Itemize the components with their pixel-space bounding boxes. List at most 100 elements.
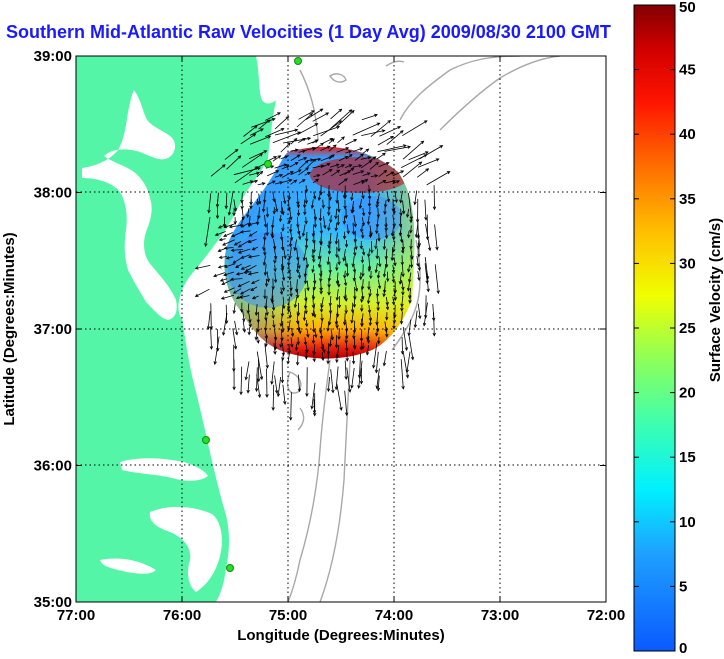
velocity-arrow xyxy=(329,191,331,201)
velocity-arrowhead xyxy=(337,283,341,288)
velocity-arrow xyxy=(234,320,238,335)
velocity-arrow xyxy=(330,109,352,129)
velocity-arrow xyxy=(233,303,236,314)
velocity-arrowhead xyxy=(317,197,322,201)
velocity-arrowhead xyxy=(343,282,348,287)
velocity-arrow xyxy=(221,294,235,300)
velocity-arrowhead xyxy=(367,266,372,271)
velocity-arrow xyxy=(305,345,308,353)
velocity-arrowhead xyxy=(392,325,396,330)
velocity-arrow xyxy=(282,191,286,204)
velocity-arrowhead xyxy=(233,242,238,246)
velocity-arrow xyxy=(327,256,330,265)
velocity-arrowhead xyxy=(383,169,388,174)
velocity-arrowhead xyxy=(304,323,309,328)
velocity-arrow xyxy=(344,278,347,286)
velocity-arrow xyxy=(359,198,362,209)
velocity-arrowhead xyxy=(319,329,323,334)
colorbar-tick-labels: 0 5 10 15 20 25 30 35 40 45 50 xyxy=(679,0,696,657)
velocity-arrowhead xyxy=(217,248,222,252)
velocity-arrow xyxy=(296,279,298,293)
velocity-arrow xyxy=(264,343,268,368)
velocity-arrow xyxy=(320,303,322,312)
velocity-arrow xyxy=(402,352,409,378)
velocity-arrow xyxy=(408,192,412,220)
velocity-arrow xyxy=(408,264,410,272)
velocity-arrowhead xyxy=(376,275,381,279)
velocity-arrow xyxy=(328,144,337,152)
velocity-arrowhead xyxy=(335,359,339,364)
velocity-arrow xyxy=(280,313,283,327)
y-tick-label: 39:00 xyxy=(34,48,72,65)
velocity-arrow xyxy=(312,303,316,316)
velocity-arrowhead xyxy=(289,417,293,421)
velocity-arrow xyxy=(312,178,319,184)
velocity-arrowhead xyxy=(384,256,389,260)
velocity-arrowhead xyxy=(222,164,226,168)
velocity-arrowhead xyxy=(217,265,222,269)
velocity-arrow xyxy=(329,232,332,245)
velocity-arrow xyxy=(245,264,257,272)
velocity-arrowhead xyxy=(281,277,286,282)
velocity-arrowhead xyxy=(342,220,347,225)
velocity-arrowhead xyxy=(381,129,386,133)
velocity-arrowhead xyxy=(372,156,377,160)
velocity-arrowhead xyxy=(221,281,226,285)
velocity-arrowhead xyxy=(257,167,261,171)
velocity-arrow xyxy=(272,131,301,144)
velocity-arrowhead xyxy=(407,145,412,149)
velocity-arrowhead xyxy=(385,306,390,311)
velocity-arrow xyxy=(274,116,289,130)
velocity-arrow xyxy=(343,248,346,261)
velocity-arrowhead xyxy=(353,296,357,300)
velocity-arrowhead xyxy=(281,287,286,292)
velocity-arrow xyxy=(376,180,386,186)
velocity-arrow xyxy=(402,240,404,250)
velocity-arrow xyxy=(280,142,291,153)
velocity-arrow xyxy=(400,208,402,216)
velocity-arrowhead xyxy=(406,287,411,292)
velocity-arrowhead xyxy=(402,144,407,148)
delaware-bay xyxy=(256,56,292,104)
velocity-arrow xyxy=(282,270,285,281)
velocity-arrowhead xyxy=(281,352,286,357)
velocity-arrowhead xyxy=(287,220,292,225)
velocity-arrowhead xyxy=(240,224,245,228)
velocity-arrow xyxy=(406,208,410,218)
velocity-arrowhead xyxy=(237,284,242,288)
velocity-arrow xyxy=(344,256,347,267)
velocity-arrowhead xyxy=(338,108,343,113)
velocity-arrowhead xyxy=(277,112,281,116)
radar-stations xyxy=(202,57,302,572)
velocity-arrow xyxy=(313,241,316,253)
velocity-arrow xyxy=(401,154,427,168)
velocity-arrowhead xyxy=(409,229,413,234)
velocity-arrowhead xyxy=(294,161,299,166)
velocity-arrow xyxy=(373,342,378,368)
velocity-arrowhead xyxy=(251,280,255,284)
velocity-arrow xyxy=(376,320,379,332)
velocity-arrowhead xyxy=(312,146,317,151)
velocity-arrow xyxy=(313,126,340,137)
velocity-arrow xyxy=(238,280,250,287)
velocity-arrow xyxy=(336,288,339,301)
velocity-arrowhead xyxy=(378,263,382,268)
velocity-arrow xyxy=(358,360,363,389)
velocity-arrowhead xyxy=(273,279,278,284)
velocity-arrow xyxy=(378,256,381,267)
velocity-arrow xyxy=(288,257,290,266)
velocity-arrowhead xyxy=(206,326,211,330)
velocity-arrow xyxy=(215,231,226,236)
velocity-arrowhead xyxy=(307,171,311,176)
velocity-arrow xyxy=(385,171,394,177)
velocity-arrowhead xyxy=(407,234,411,239)
velocity-arrow xyxy=(344,286,347,299)
velocity-arrowhead xyxy=(314,139,319,143)
velocity-arrowhead xyxy=(246,389,250,394)
velocity-arrow xyxy=(222,313,228,336)
velocity-arrow xyxy=(368,304,371,313)
velocity-arrow xyxy=(288,216,291,224)
velocity-arrowhead xyxy=(194,293,199,297)
velocity-arrow xyxy=(282,352,284,361)
velocity-arrowhead xyxy=(320,317,324,322)
